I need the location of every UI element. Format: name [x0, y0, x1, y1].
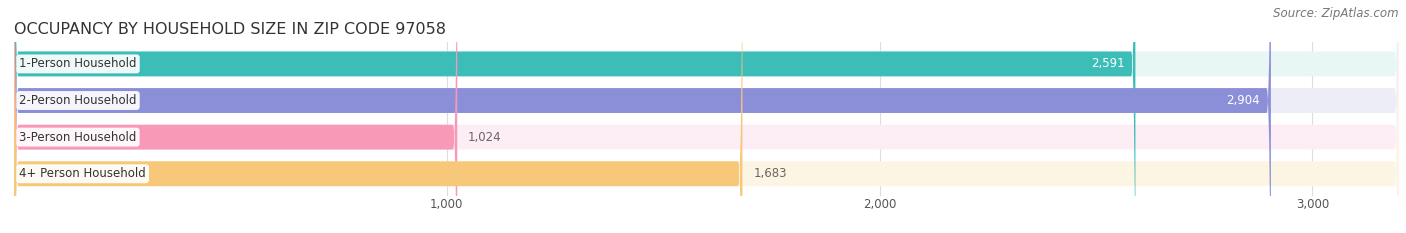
FancyBboxPatch shape	[14, 0, 1399, 233]
FancyBboxPatch shape	[14, 0, 742, 233]
Text: 4+ Person Household: 4+ Person Household	[20, 167, 146, 180]
Text: 2,904: 2,904	[1226, 94, 1260, 107]
Text: 1,024: 1,024	[468, 131, 502, 144]
FancyBboxPatch shape	[14, 0, 1399, 233]
Text: Source: ZipAtlas.com: Source: ZipAtlas.com	[1274, 7, 1399, 20]
Text: 2,591: 2,591	[1091, 57, 1125, 70]
Text: OCCUPANCY BY HOUSEHOLD SIZE IN ZIP CODE 97058: OCCUPANCY BY HOUSEHOLD SIZE IN ZIP CODE …	[14, 22, 446, 37]
FancyBboxPatch shape	[14, 0, 1271, 233]
Text: 2-Person Household: 2-Person Household	[20, 94, 136, 107]
FancyBboxPatch shape	[14, 0, 457, 233]
Text: 1-Person Household: 1-Person Household	[20, 57, 136, 70]
FancyBboxPatch shape	[14, 0, 1399, 233]
FancyBboxPatch shape	[14, 0, 1399, 233]
Text: 3-Person Household: 3-Person Household	[20, 131, 136, 144]
Text: 1,683: 1,683	[754, 167, 787, 180]
FancyBboxPatch shape	[14, 0, 1136, 233]
